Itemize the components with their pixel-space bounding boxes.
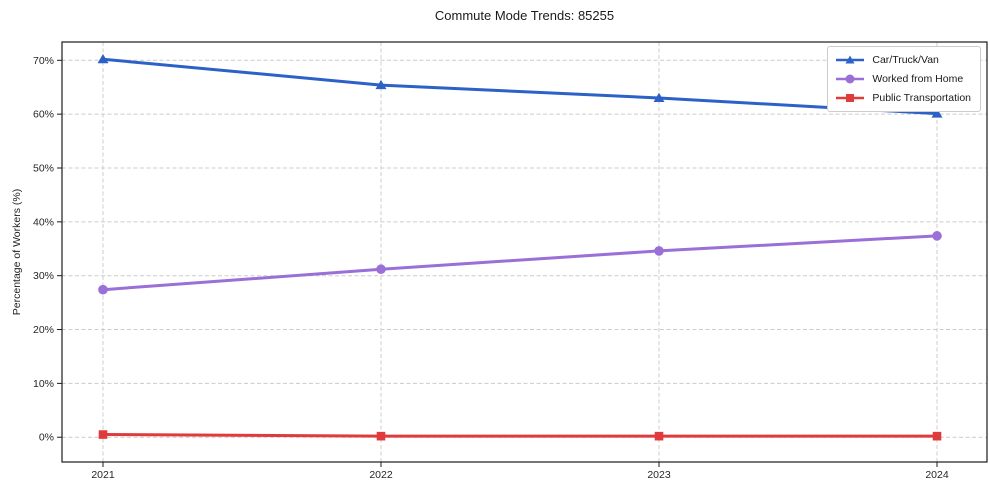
data-point-marker — [376, 431, 386, 441]
legend-label: Worked from Home — [872, 73, 964, 85]
data-point-marker — [97, 54, 109, 64]
data-point-marker — [932, 231, 942, 241]
data-point-marker — [98, 284, 108, 295]
data-point-marker — [931, 108, 943, 118]
legend-circle-icon — [836, 74, 865, 84]
series-line-0 — [101, 57, 939, 116]
y-tick-label: 0% — [39, 432, 54, 444]
y-tick-label: 20% — [33, 324, 54, 336]
y-tick-label: 30% — [33, 270, 54, 282]
series-line-1 — [101, 234, 939, 292]
data-point-marker — [375, 79, 387, 90]
legend-item-car-truck-van: Car/Truck/Van — [835, 53, 971, 67]
chart-title: Commute Mode Trends: 85255 — [434, 8, 615, 23]
y-tick-label: 10% — [33, 378, 54, 390]
y-tick-label: 60% — [33, 109, 54, 121]
legend-square-icon — [836, 94, 865, 102]
y-tick-label: 40% — [33, 216, 54, 228]
x-tick-label: 2022 — [369, 469, 393, 481]
legend-triangle-icon — [836, 55, 865, 64]
data-point-marker — [376, 264, 386, 275]
data-point-marker — [932, 431, 942, 441]
data-point-marker — [653, 92, 665, 102]
legend-item-public-transportation: Public Transportation — [835, 91, 971, 105]
legend: Car/Truck/Van Worked from Home Public Tr… — [827, 46, 981, 112]
x-tick-label: 2023 — [647, 469, 671, 481]
x-tick-label: 2024 — [925, 469, 949, 481]
legend-label: Public Transportation — [872, 92, 971, 104]
legend-item-worked-from-home: Worked from Home — [835, 72, 971, 86]
data-point-marker — [654, 431, 664, 441]
data-point-marker — [654, 246, 664, 256]
y-tick-label: 70% — [33, 55, 54, 67]
x-tick-label: 2021 — [91, 469, 115, 481]
axis-frame — [61, 41, 988, 463]
y-tick-label: 50% — [33, 163, 54, 175]
series-line-2 — [101, 433, 939, 438]
data-point-marker — [98, 430, 108, 439]
legend-label: Car/Truck/Van — [872, 54, 939, 66]
